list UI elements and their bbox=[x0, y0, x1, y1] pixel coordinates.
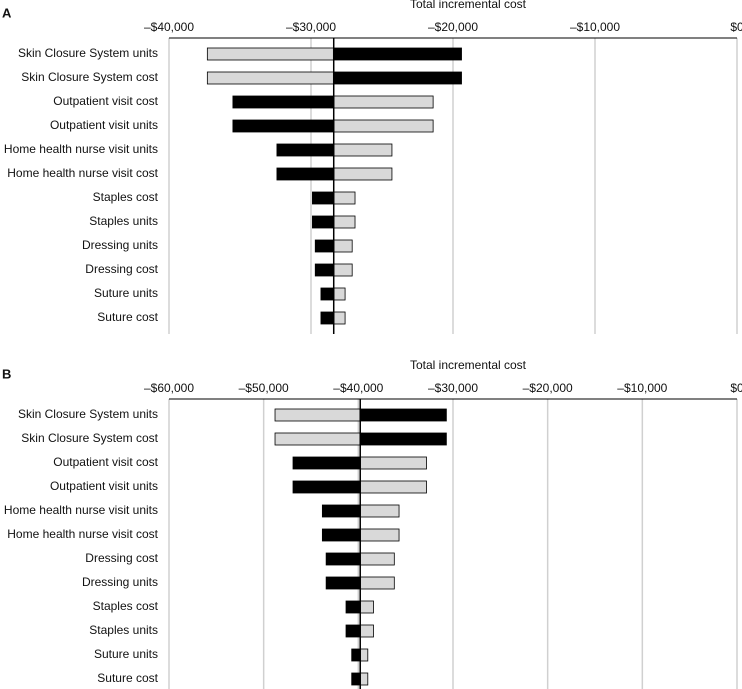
bar bbox=[321, 504, 361, 518]
bar bbox=[312, 191, 335, 205]
bar bbox=[333, 143, 393, 157]
bar bbox=[345, 600, 361, 614]
bar bbox=[359, 504, 400, 518]
bar bbox=[276, 167, 335, 181]
x-tick-label: –$10,000 bbox=[570, 20, 620, 34]
x-tick-label: –$20,000 bbox=[428, 20, 478, 34]
category-label: Skin Closure System cost bbox=[21, 70, 158, 84]
bar bbox=[345, 624, 361, 638]
bar bbox=[333, 119, 434, 133]
bar bbox=[333, 71, 462, 85]
x-tick-label: –$60,000 bbox=[144, 381, 194, 395]
bar bbox=[232, 95, 335, 109]
bar bbox=[206, 47, 335, 61]
bar bbox=[333, 263, 353, 277]
x-tick-label: –$10,000 bbox=[617, 381, 667, 395]
category-label: Dressing cost bbox=[85, 551, 158, 565]
x-tick-label: –$20,000 bbox=[523, 381, 573, 395]
bar bbox=[333, 311, 346, 325]
category-label: Suture cost bbox=[97, 671, 158, 685]
category-label: Dressing units bbox=[82, 238, 158, 252]
category-label: Dressing cost bbox=[85, 262, 158, 276]
category-label: Skin Closure System cost bbox=[21, 431, 158, 445]
bar bbox=[333, 95, 434, 109]
bar bbox=[333, 287, 346, 301]
bar bbox=[359, 672, 369, 686]
panel-label: A bbox=[2, 5, 12, 20]
category-label: Staples units bbox=[89, 214, 158, 228]
x-tick-label: –$30,000 bbox=[286, 20, 336, 34]
bar bbox=[333, 167, 393, 181]
panel-label: B bbox=[2, 366, 11, 381]
bar bbox=[206, 71, 335, 85]
x-tick-label: –$40,000 bbox=[144, 20, 194, 34]
category-label: Home health nurse visit cost bbox=[7, 527, 158, 541]
bar bbox=[359, 456, 427, 470]
bar bbox=[292, 480, 361, 494]
bar bbox=[359, 600, 374, 614]
x-tick-label: $0 bbox=[730, 20, 742, 34]
x-tick-label: –$50,000 bbox=[239, 381, 289, 395]
category-label: Suture units bbox=[94, 647, 158, 661]
bar bbox=[359, 528, 400, 542]
category-label: Dressing units bbox=[82, 575, 158, 589]
category-label: Outpatient visit units bbox=[50, 479, 158, 493]
bar bbox=[333, 215, 356, 229]
category-label: Outpatient visit cost bbox=[53, 94, 158, 108]
bar bbox=[359, 480, 427, 494]
bar bbox=[292, 456, 361, 470]
bar bbox=[276, 143, 335, 157]
x-tick-label: –$30,000 bbox=[428, 381, 478, 395]
category-label: Home health nurse visit units bbox=[4, 142, 158, 156]
bar bbox=[314, 263, 335, 277]
bar bbox=[333, 191, 356, 205]
bar bbox=[359, 624, 374, 638]
category-label: Outpatient visit units bbox=[50, 118, 158, 132]
category-label: Home health nurse visit units bbox=[4, 503, 158, 517]
bar bbox=[232, 119, 335, 133]
category-label: Staples cost bbox=[93, 599, 159, 613]
bar bbox=[359, 432, 447, 446]
category-label: Staples units bbox=[89, 623, 158, 637]
bar bbox=[314, 239, 335, 253]
bar bbox=[351, 648, 361, 662]
bar bbox=[320, 311, 335, 325]
axis-title: Total incremental cost bbox=[410, 0, 527, 11]
category-label: Suture units bbox=[94, 286, 158, 300]
category-label: Skin Closure System units bbox=[18, 407, 158, 421]
bar bbox=[320, 287, 335, 301]
bar bbox=[274, 432, 361, 446]
bar bbox=[321, 528, 361, 542]
bar bbox=[351, 672, 361, 686]
bar bbox=[333, 239, 353, 253]
bar bbox=[274, 408, 361, 422]
x-tick-label: –$40,000 bbox=[333, 381, 383, 395]
axis-title: Total incremental cost bbox=[410, 358, 527, 372]
bar bbox=[359, 408, 447, 422]
bar bbox=[359, 648, 369, 662]
category-label: Outpatient visit cost bbox=[53, 455, 158, 469]
bar bbox=[359, 552, 395, 566]
x-tick-label: $0 bbox=[730, 381, 742, 395]
category-label: Suture cost bbox=[97, 310, 158, 324]
category-label: Home health nurse visit cost bbox=[7, 166, 158, 180]
category-label: Skin Closure System units bbox=[18, 46, 158, 60]
bar bbox=[325, 576, 361, 590]
bar bbox=[333, 47, 462, 61]
category-label: Staples cost bbox=[93, 190, 159, 204]
bar bbox=[325, 552, 361, 566]
bar bbox=[359, 576, 395, 590]
bar bbox=[312, 215, 335, 229]
